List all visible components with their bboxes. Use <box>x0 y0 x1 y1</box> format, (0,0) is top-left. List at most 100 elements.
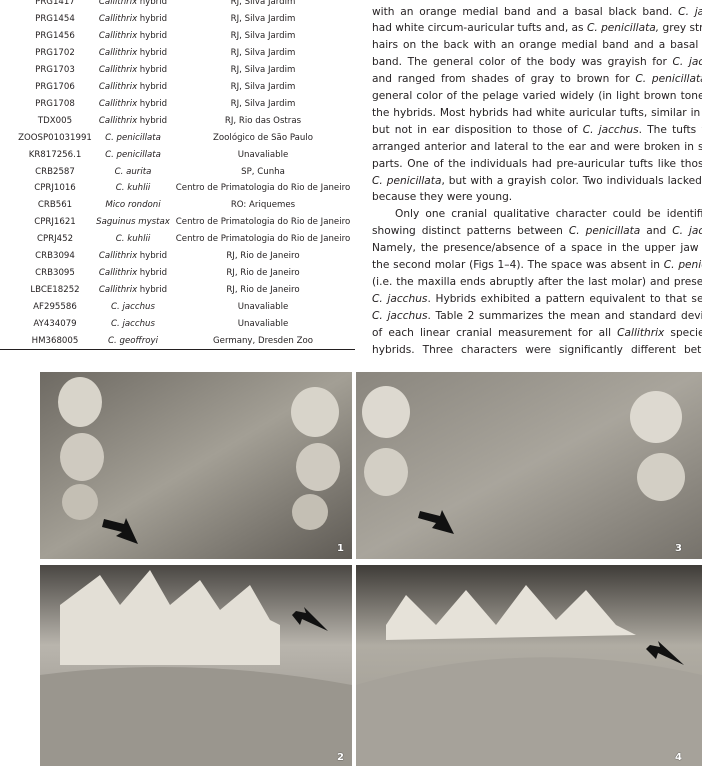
species-cell: Callithrix hybrid <box>99 285 167 295</box>
specimen-id: ZOOSP01031991 <box>18 132 92 143</box>
taxon-name: C. penicillata <box>105 149 161 160</box>
taxon-name: Callithrix <box>98 81 138 92</box>
text-segment: band. The general color of the body was … <box>372 56 673 69</box>
locality: Centro de Primatologia do Rio de Janeiro <box>175 183 351 194</box>
text-segment: C. penicillata, <box>586 22 660 35</box>
text-line: hairs on the back with an orange medial … <box>372 39 702 52</box>
text-line: C. penicillata, but with a grayish color… <box>372 175 702 188</box>
taxon-name: Callithrix <box>98 0 138 7</box>
specimen-id: HM368005 <box>31 336 79 346</box>
species-cell: C. aurita <box>115 167 152 177</box>
figure-number: 4 <box>675 752 682 763</box>
text-segment: grey stria <box>662 22 702 35</box>
text-line: with an orange medial band and a basal b… <box>372 6 702 19</box>
text-segment: the hybrids. Most hybrids had white auri… <box>372 106 702 119</box>
text-segment: parts. One of the individuals had pre-au… <box>372 157 702 170</box>
taxon-qualifier: hybrid <box>139 115 168 126</box>
species-cell: Callithrix hybrid <box>99 0 167 7</box>
species-cell: C. kuhlii <box>116 234 151 244</box>
taxon-name: Mico rondoni <box>105 200 161 211</box>
taxon-name: Callithrix <box>98 30 138 41</box>
taxon-name: C. geoffroyi <box>108 336 158 346</box>
figure-number: 1 <box>337 543 344 554</box>
locality: RJ, Silva Jardim <box>230 98 296 109</box>
species-cell: Callithrix hybrid <box>99 251 167 261</box>
specimen-id: PRG1454 <box>35 13 75 24</box>
text-segment: (i.e. the maxilla ends abruptly after th… <box>372 275 702 288</box>
species-cell: Callithrix hybrid <box>99 31 167 41</box>
taxon-name: C. aurita <box>114 166 152 177</box>
text-segment: C. penicillata <box>372 174 442 187</box>
text-segment: but not in ear disposition to those of <box>372 123 583 136</box>
text-segment: . The tufts w <box>638 123 702 136</box>
species-cell: Callithrix hybrid <box>99 116 167 126</box>
text-segment: Only one cranial qualitative character c… <box>395 208 702 221</box>
locality: SP, Cunha <box>241 166 285 177</box>
text-segment: C. jacc <box>672 225 702 238</box>
taxon-name: Callithrix <box>98 13 138 24</box>
species-cell: Callithrix hybrid <box>99 99 167 109</box>
text-line: had white circum-auricular tufts and, as… <box>372 22 702 35</box>
text-segment: hybrids. Three characters were significa… <box>372 343 702 356</box>
species-cell: Saguinus mystax <box>96 217 170 227</box>
text-segment: and <box>640 225 673 238</box>
taxon-qualifier: hybrid <box>139 268 168 279</box>
figure-photo <box>356 372 702 559</box>
specimen-id: CPRJ1016 <box>34 183 76 194</box>
taxon-qualifier: hybrid <box>139 0 168 7</box>
taxon-name: Callithrix <box>98 64 138 75</box>
specimen-id: CRB3095 <box>35 268 75 279</box>
species-cell: Callithrix hybrid <box>99 14 167 24</box>
text-segment: C. jacchus <box>582 123 639 136</box>
specimen-id: KR817256.1 <box>28 149 82 160</box>
specimen-id: AY434079 <box>33 319 77 330</box>
text-line: and ranged from shades of gray to brown … <box>372 73 702 86</box>
locality: RJ, Silva Jardim <box>230 81 296 92</box>
text-segment: species <box>670 326 702 339</box>
locality: RJ, Silva Jardim <box>230 13 296 24</box>
taxon-qualifier: hybrid <box>139 64 168 75</box>
taxon-qualifier: hybrid <box>139 98 168 109</box>
text-line: because they were young. <box>372 191 702 204</box>
text-segment: C. penicillata <box>568 225 641 238</box>
figure-photo <box>40 565 352 766</box>
taxon-name: Callithrix <box>98 98 138 109</box>
taxon-name: C. jacchus <box>111 319 155 330</box>
text-segment: arranged anterior and lateral to the ear… <box>372 140 702 153</box>
text-line: but not in ear disposition to those of C… <box>372 124 702 137</box>
text-line: the second molar (Figs 1–4). The space w… <box>372 259 702 272</box>
specimen-id: CRB561 <box>37 200 73 211</box>
figure-number: 3 <box>675 543 682 554</box>
text-segment: C. penicillata <box>635 73 702 86</box>
taxon-name: Callithrix <box>98 251 138 262</box>
taxon-name: Callithrix <box>98 285 138 296</box>
specimen-id: CRB3094 <box>35 251 75 262</box>
species-cell: Callithrix hybrid <box>99 82 167 92</box>
locality: RJ, Rio de Janeiro <box>226 251 300 262</box>
text-line: band. The general color of the body was … <box>372 56 702 69</box>
text-line: arranged anterior and lateral to the ear… <box>372 141 702 154</box>
locality: Unavaliable <box>237 149 289 160</box>
specimen-id: PRG1703 <box>35 64 75 75</box>
text-segment: C. penici <box>663 259 702 271</box>
taxon-qualifier: hybrid <box>139 251 168 262</box>
specimen-id: PRG1702 <box>35 47 75 58</box>
text-line: hybrids. Three characters were significa… <box>372 344 702 357</box>
locality: Centro de Primatologia do Rio de Janeiro <box>175 217 351 228</box>
taxon-name: C. kuhlii <box>115 234 151 245</box>
locality: RJ, Rio de Janeiro <box>226 268 300 279</box>
text-segment: Namely, the presence/absence of a space … <box>372 242 702 255</box>
text-segment: the second molar (Figs 1–4). The space w… <box>372 259 664 271</box>
species-cell: Mico rondoni <box>105 200 160 210</box>
species-cell: Callithrix hybrid <box>99 48 167 58</box>
species-cell: C. penicillata <box>105 150 161 160</box>
taxon-name: C. penicillata <box>105 132 161 143</box>
text-segment: had white circum-auricular tufts and, as <box>372 22 587 35</box>
locality: RJ, Silva Jardim <box>230 30 296 41</box>
text-segment: . Table 2 summarizes the mean and standa… <box>427 309 702 322</box>
text-segment: general color of the pelage varied widel… <box>372 90 702 102</box>
locality: RJ, Rio das Ostras <box>224 115 302 126</box>
text-segment: C. jacc <box>672 56 702 69</box>
specimen-id: CPRJ1621 <box>34 217 76 228</box>
